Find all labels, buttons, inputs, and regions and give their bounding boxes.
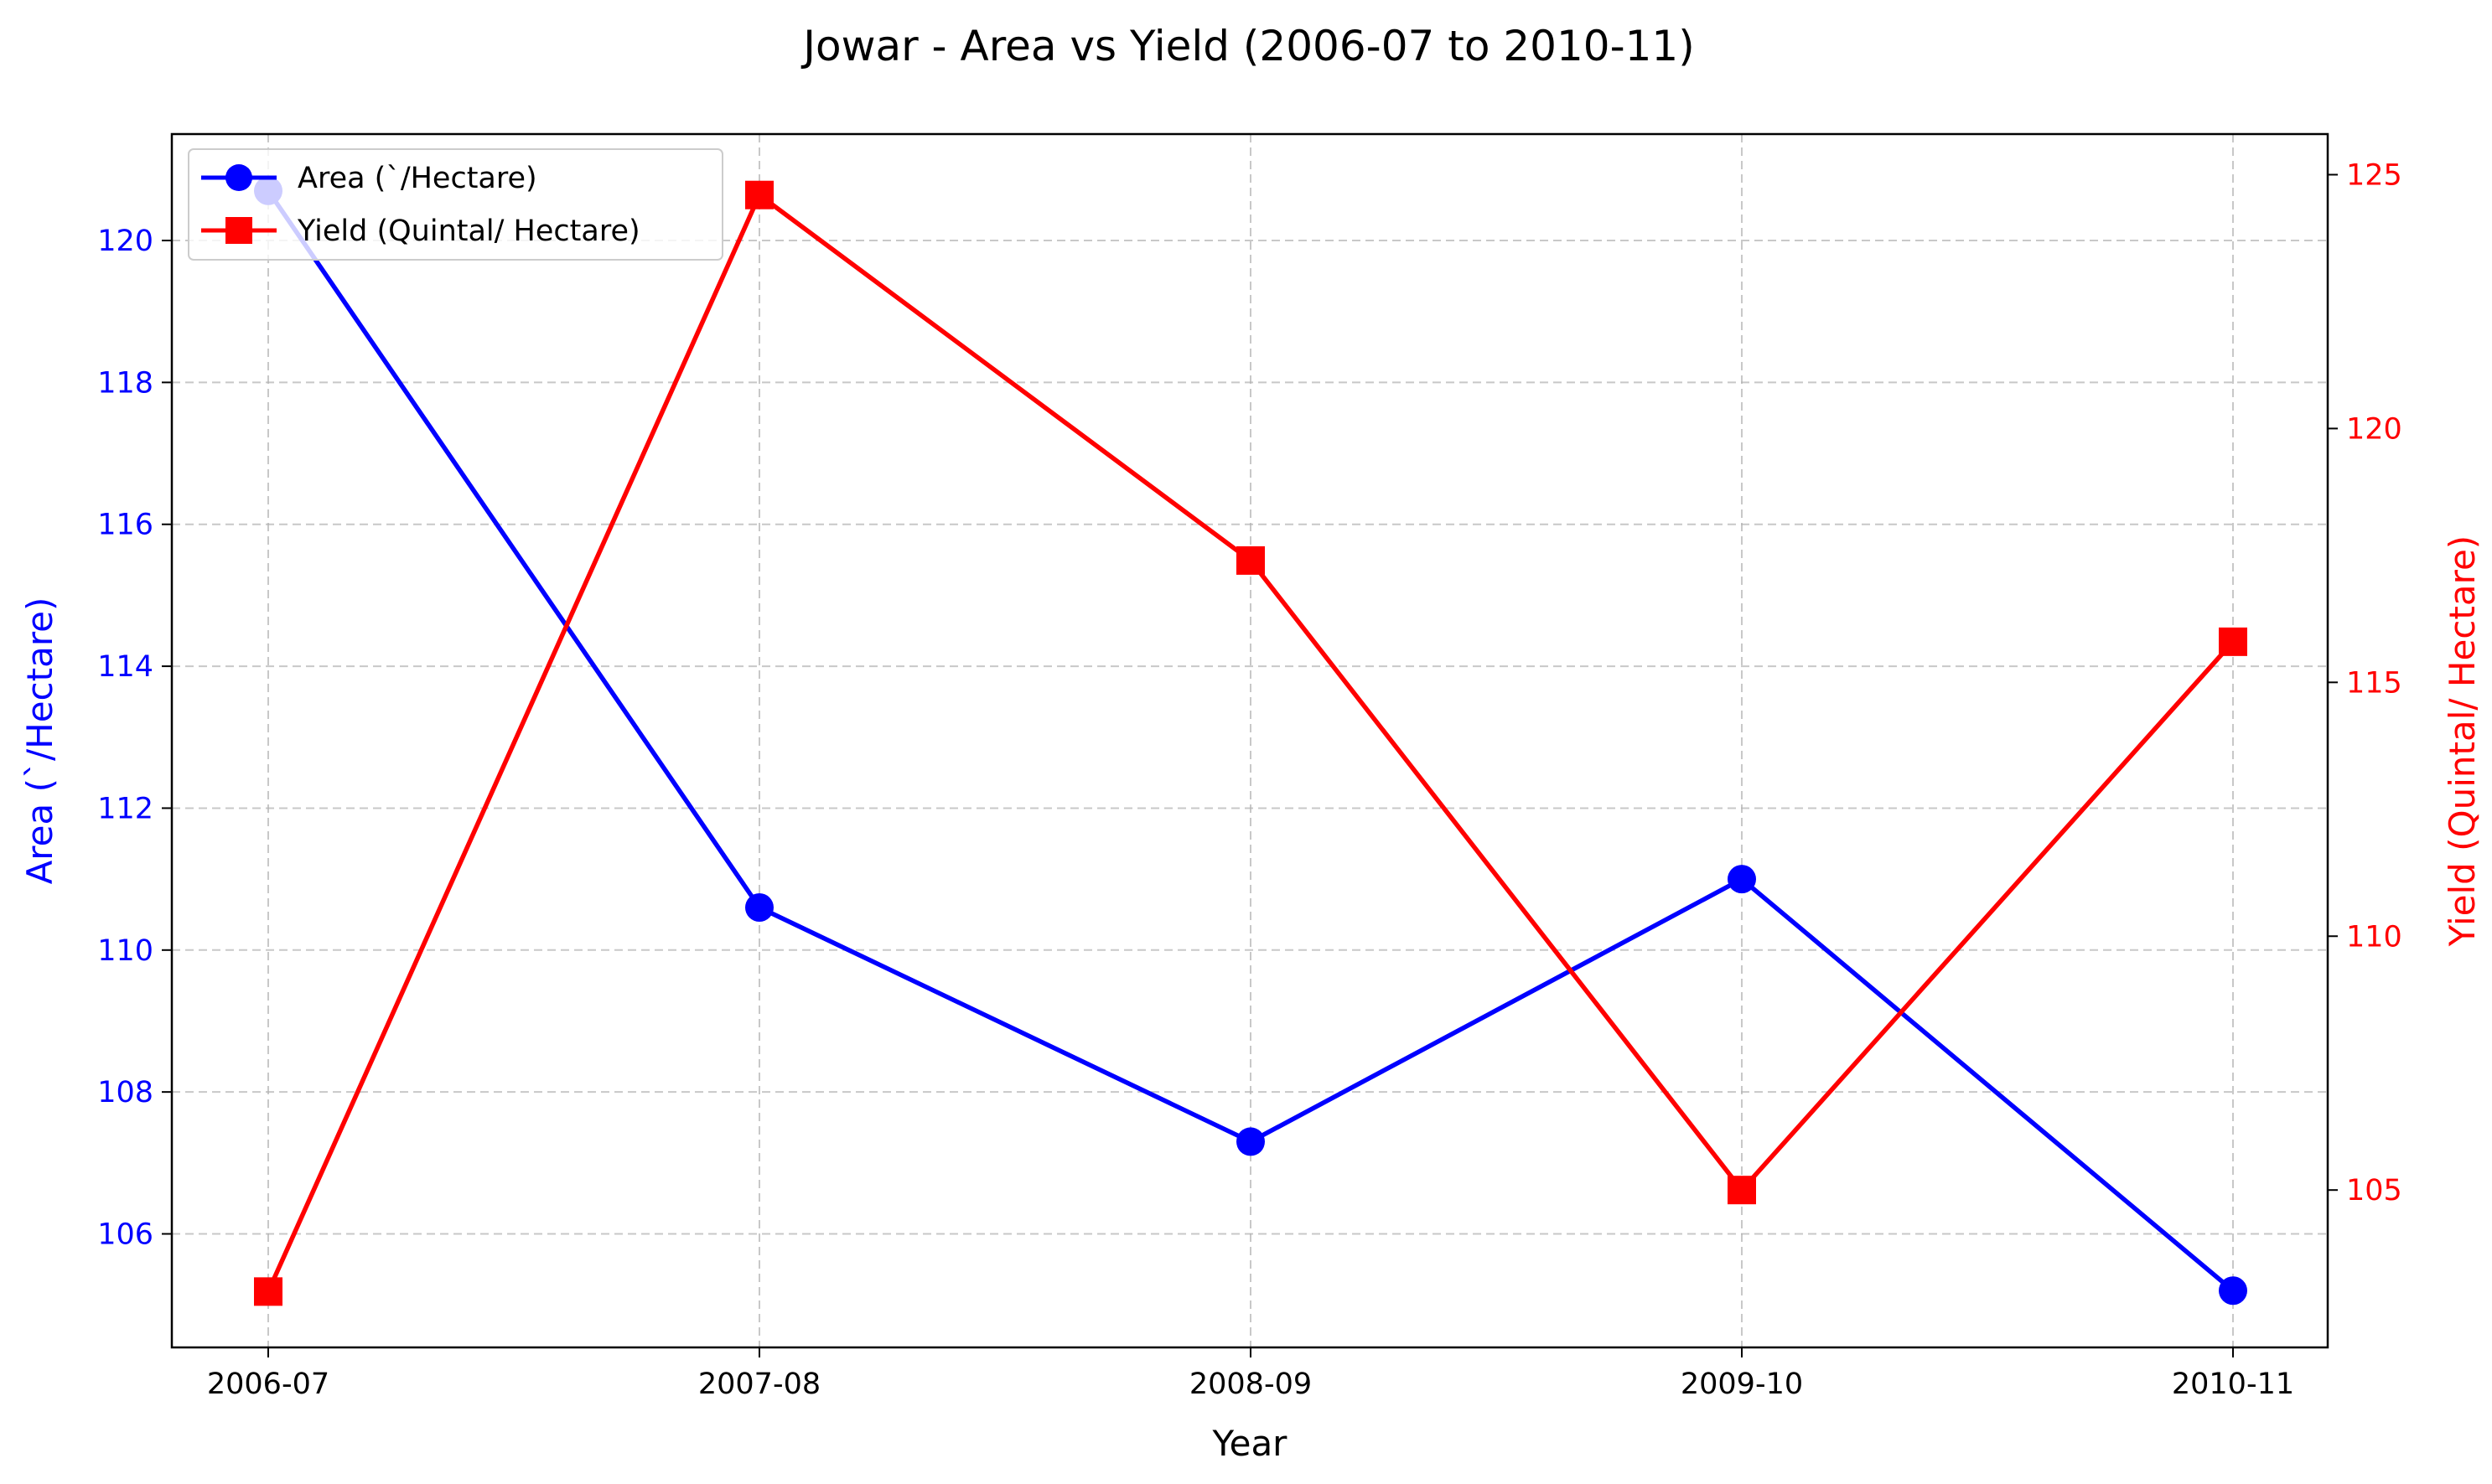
yield-data-point [1728, 1176, 1756, 1205]
y-right-tick-label: 125 [2346, 158, 2402, 192]
y-left-tick-label: 118 [97, 366, 153, 400]
x-axis-label: Year [1212, 1423, 1288, 1464]
x-tick-label: 2007-08 [698, 1368, 821, 1401]
y-right-tick-label: 105 [2346, 1174, 2402, 1207]
legend-yield-label: Yield (Quintal/ Hectare) [297, 215, 640, 248]
x-tick-label: 2006-07 [207, 1368, 329, 1401]
x-tick-label: 2010-11 [2172, 1368, 2294, 1401]
chart-title: Jowar - Area vs Yield (2006-07 to 2010-1… [800, 22, 1695, 70]
yield-data-point [254, 1277, 282, 1306]
grid-layer [172, 134, 2328, 1347]
area-data-point [1236, 1127, 1265, 1156]
y-left-tick-label: 108 [97, 1076, 153, 1109]
yield-data-point [2219, 627, 2247, 656]
area-data-point [2219, 1276, 2247, 1306]
yield-data-point [745, 180, 774, 209]
y-left-axis-label: Area (`/Hectare) [19, 597, 60, 885]
x-tick-label: 2008-09 [1189, 1368, 1312, 1401]
y-right-tick-label: 120 [2346, 412, 2402, 446]
legend: Area (`/Hectare) Yield (Quintal/ Hectare… [188, 148, 723, 261]
y-left-tick-label: 116 [97, 509, 153, 542]
legend-area-label: Area (`/Hectare) [298, 162, 537, 195]
y-right-axis-label: Yield (Quintal/ Hectare) [2442, 535, 2483, 947]
area-data-point [1728, 865, 1756, 894]
legend-yield-marker [225, 217, 252, 244]
y-right-tick-label: 110 [2346, 920, 2402, 954]
y-left-tick-label: 114 [97, 650, 153, 684]
y-left-tick-label: 106 [97, 1218, 153, 1252]
y-left-tick-label: 120 [97, 225, 153, 258]
y-left-tick-label: 112 [97, 792, 153, 825]
y-left-tick-label: 110 [97, 934, 153, 968]
legend-box [188, 148, 723, 261]
x-tick-label: 2009-10 [1681, 1368, 1803, 1401]
area-data-point [745, 892, 774, 922]
axis-layer: 2006-07 2007-08 2008-09 2009-10 2010-11 106 10… [97, 158, 2402, 1401]
legend-area-marker [225, 164, 252, 191]
yield-data-point [1236, 546, 1265, 575]
y-right-tick-label: 115 [2346, 666, 2402, 700]
